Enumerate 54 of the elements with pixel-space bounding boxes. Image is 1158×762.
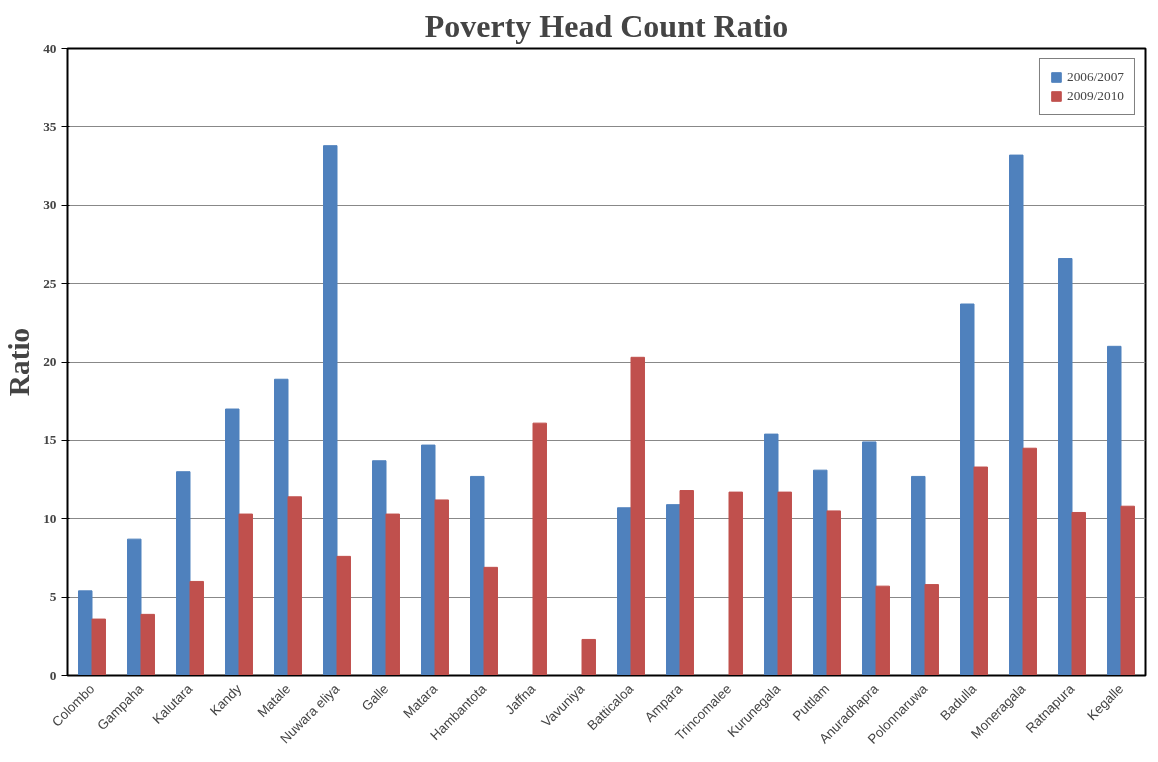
bar (385, 513, 400, 676)
bar (225, 408, 240, 676)
y-tick-label: 10 (43, 510, 57, 526)
legend-label: 2009/2010 (1066, 88, 1124, 104)
bar (323, 145, 338, 676)
bar (666, 504, 681, 676)
bar (176, 471, 191, 676)
bar (862, 441, 877, 676)
bar (127, 538, 142, 676)
bar (483, 566, 498, 676)
bar (1071, 511, 1086, 676)
y-tick-label: 5 (49, 589, 57, 605)
y-tick-label: 20 (43, 354, 57, 369)
bar (372, 460, 387, 676)
y-tick-label: 40 (43, 40, 57, 56)
bar (189, 580, 204, 676)
bar (764, 433, 779, 676)
bar (1120, 505, 1135, 676)
bar (421, 444, 436, 676)
bar (581, 638, 596, 676)
bar (777, 491, 792, 676)
bar (78, 590, 93, 676)
y-tick-label: 15 (43, 432, 57, 448)
bar (1009, 154, 1024, 676)
y-tick-label: 35 (43, 118, 57, 134)
bar (238, 513, 253, 676)
y-tick-label: 30 (43, 197, 57, 213)
bar (336, 555, 351, 676)
legend-label: 2006/2007 (1066, 69, 1124, 85)
bar (630, 356, 645, 676)
bar (679, 490, 694, 676)
bar (813, 469, 828, 676)
bar (1022, 447, 1037, 676)
bar (1058, 258, 1073, 676)
bar (140, 613, 155, 676)
bar (91, 618, 106, 676)
y-axis-title: Ratio (3, 327, 36, 397)
bar (1107, 345, 1122, 676)
bar (960, 303, 975, 676)
bar (911, 475, 926, 676)
chart-title: Poverty Head Count Ratio (424, 7, 789, 44)
y-tick-label: 25 (43, 275, 57, 291)
bar (973, 466, 988, 676)
bar (287, 496, 302, 676)
bar (826, 510, 841, 676)
bar (875, 585, 890, 676)
bar (617, 507, 632, 676)
bar (924, 584, 939, 676)
bar (434, 499, 449, 676)
bar (728, 491, 743, 676)
bar (274, 378, 289, 676)
y-tick-label: 0 (49, 667, 57, 683)
bar (470, 475, 485, 676)
bar (532, 422, 547, 676)
